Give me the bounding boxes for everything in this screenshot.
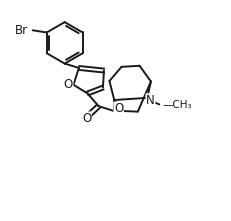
Text: O: O	[113, 102, 123, 115]
Text: O: O	[63, 78, 73, 91]
Text: —CH₃: —CH₃	[162, 101, 191, 110]
Text: N: N	[146, 94, 154, 107]
Text: O: O	[82, 112, 91, 125]
Text: Br: Br	[15, 24, 28, 37]
